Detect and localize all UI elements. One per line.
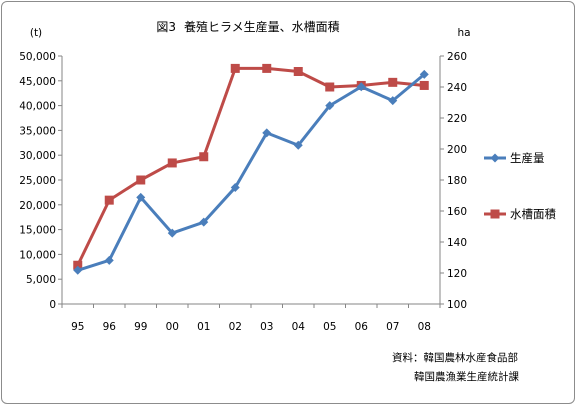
data-point	[136, 192, 146, 202]
left-axis-tick-label: 5,000	[26, 274, 56, 286]
legend-marker	[490, 209, 500, 219]
x-axis-tick-label: 03	[260, 321, 273, 333]
data-point	[136, 175, 146, 185]
data-point	[167, 158, 177, 168]
right-axis-tick-label: 200	[447, 144, 467, 156]
x-axis-tick-label: 04	[292, 321, 306, 333]
left-axis-tick-label: 35,000	[19, 125, 56, 137]
right-axis-tick-label: 140	[447, 237, 467, 249]
x-axis-tick-label: 00	[166, 321, 179, 333]
series-line	[77, 73, 426, 272]
x-axis-tick-label: 08	[418, 321, 431, 333]
axes: 0 5,000 10,000 15,000 20,000 25,000 30,000 35,0…	[19, 51, 467, 333]
data-point	[293, 140, 303, 150]
right-axis-tick-label: 180	[447, 175, 467, 187]
left-axis-tick-label: 45,000	[19, 76, 56, 88]
series-square	[73, 63, 429, 270]
left-axis-tick-label: 15,000	[19, 225, 56, 237]
data-point	[293, 67, 303, 76]
data-point	[419, 69, 429, 79]
source-line-2: 韓国農漁業生産統計課	[414, 370, 519, 383]
left-axis-tick-label: 50,000	[19, 51, 56, 63]
left-axis-tick-label: 30,000	[19, 150, 56, 162]
chart-title-prefix: 図3	[156, 20, 176, 34]
left-axis-tick-label: 40,000	[19, 101, 56, 113]
left-axis-tick-label: 10,000	[19, 249, 56, 261]
data-point	[167, 228, 177, 238]
data-point	[73, 260, 83, 270]
data-point	[199, 152, 209, 162]
series-diamond	[73, 69, 429, 275]
left-axis-tick-label: 25,000	[19, 175, 56, 187]
left-axis-tick-label: 0	[49, 299, 56, 311]
right-axis-unit: ha	[457, 27, 470, 39]
data-point	[104, 195, 114, 205]
data-point	[388, 96, 398, 106]
x-axis-tick-label: 95	[71, 321, 84, 333]
legend-label: 水槽面積	[510, 207, 556, 221]
data-point	[104, 255, 114, 265]
data-point	[419, 80, 429, 90]
x-axis-tick-label: 05	[323, 321, 336, 333]
data-point	[262, 63, 272, 73]
data-point	[325, 101, 335, 111]
data-point	[73, 265, 83, 275]
source-line-1: 資料：韓国農林水産食品部	[392, 351, 518, 364]
right-axis-tick-label: 260	[447, 51, 467, 63]
data-point	[325, 82, 335, 92]
legend-label: 生産量	[510, 151, 545, 165]
right-axis-tick-label: 120	[447, 268, 467, 280]
data-point	[230, 182, 240, 192]
series-layer	[73, 63, 429, 275]
right-axis-tick-label: 240	[447, 82, 467, 94]
data-point	[388, 77, 398, 87]
x-axis-tick-label: 06	[355, 321, 369, 333]
left-axis-unit: (t)	[30, 27, 42, 39]
data-point	[356, 82, 366, 92]
data-point	[199, 217, 209, 227]
right-axis-tick-label: 220	[447, 113, 467, 125]
data-point	[262, 128, 272, 138]
right-axis-tick-label: 100	[447, 299, 467, 311]
x-axis-tick-label: 07	[386, 321, 399, 333]
right-axis-tick-label: 160	[447, 206, 467, 218]
series-line	[76, 66, 425, 266]
chart-title: 養殖ヒラメ生産量、水槽面積	[184, 19, 340, 34]
data-point	[230, 63, 240, 73]
left-axis-tick-label: 20,000	[19, 200, 56, 212]
x-axis-tick-label: 02	[229, 321, 242, 333]
x-axis-tick-label: 01	[197, 321, 210, 333]
legend-marker	[490, 153, 500, 163]
x-axis-tick-label: 96	[103, 321, 117, 333]
x-axis-tick-label: 99	[134, 321, 147, 333]
